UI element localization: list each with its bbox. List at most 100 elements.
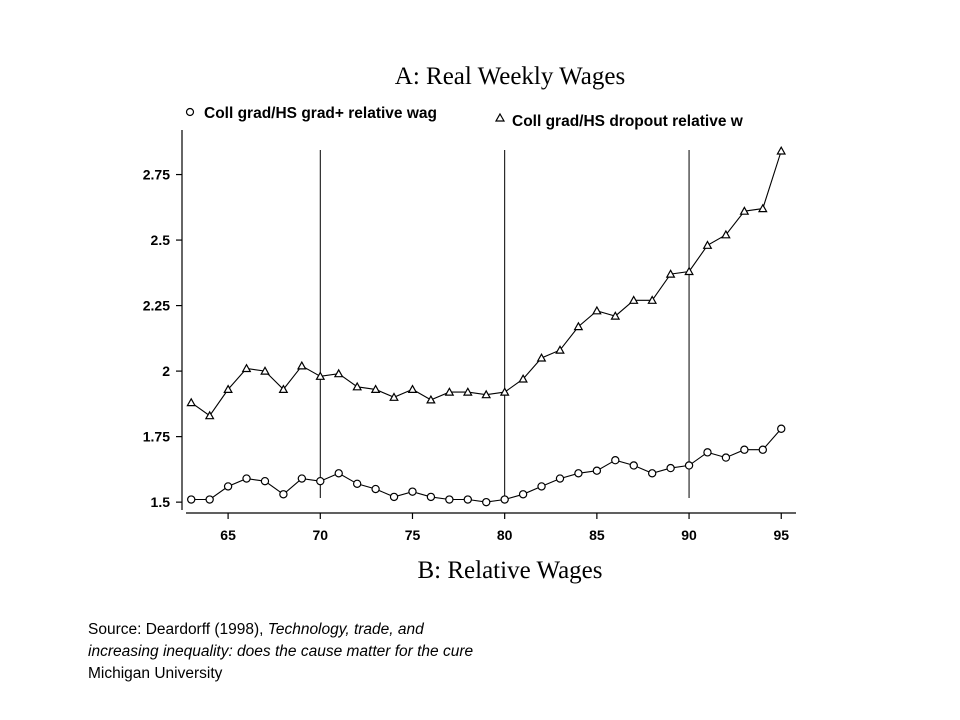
x-axis-ticks: 65 70 75 80 85 90 95 <box>220 513 789 543</box>
series-2-point <box>462 387 473 396</box>
series-2-point <box>555 345 565 354</box>
series-2-point <box>223 384 233 393</box>
source-note: Source: Deardorff (1998), Technology, tr… <box>88 619 708 685</box>
series-1-point <box>445 495 454 504</box>
series-2-point <box>499 387 510 396</box>
series-1-point <box>721 453 731 462</box>
legend-label-series-1: Coll grad/HS grad+ relative wag <box>204 105 437 122</box>
series-2-point <box>721 229 731 239</box>
series-2-point <box>739 206 750 215</box>
series-1-point <box>500 495 509 504</box>
series-1-point <box>666 463 675 473</box>
series-1-point <box>187 495 196 504</box>
series-1-point <box>555 474 565 483</box>
x-tick-label: 65 <box>220 527 236 543</box>
series-2-point <box>315 371 326 380</box>
x-tick-label: 70 <box>312 527 328 543</box>
series-2-point <box>389 392 399 401</box>
series-2-point <box>241 363 252 373</box>
y-tick-label: 1.75 <box>143 429 170 445</box>
legend-label-series-2: Coll grad/HS dropout relative w <box>512 113 744 130</box>
series-1-point <box>777 424 786 433</box>
series-2-point <box>536 352 547 362</box>
source-title-part-1: Technology, trade, and <box>267 621 424 638</box>
series-1-point <box>537 482 546 491</box>
series-2-point <box>426 394 436 404</box>
series-2-point <box>757 203 768 213</box>
series-1-point <box>371 484 380 494</box>
series-1-point <box>684 461 694 470</box>
series-2-point <box>573 321 584 331</box>
series-1-point <box>740 445 749 454</box>
series-1-point <box>611 456 620 465</box>
series-1-point <box>334 469 343 478</box>
y-axis-ticks: 1.5 1.75 2 2.25 2.5 2.75 <box>143 167 182 510</box>
series-2-point <box>647 295 658 304</box>
series-1-point <box>426 492 436 502</box>
series-line-2 <box>190 150 782 417</box>
x-tick-label: 75 <box>405 527 421 543</box>
series-1-point <box>223 482 233 491</box>
source-prefix: Source: Deardorff (1998), <box>88 621 268 638</box>
y-tick-label: 2.25 <box>143 298 170 314</box>
series-1-point <box>279 490 288 499</box>
series-2-point <box>186 397 197 407</box>
series-2-point <box>592 305 602 315</box>
series-2-point <box>628 295 639 304</box>
series-2-point <box>481 389 492 399</box>
y-tick-label: 1.5 <box>151 494 171 510</box>
plot-frame <box>181 130 796 514</box>
series-1-point <box>518 490 528 499</box>
reference-lines <box>319 150 690 498</box>
x-tick-label: 85 <box>589 527 605 543</box>
series-1-point <box>574 469 583 478</box>
series-markers <box>186 145 787 507</box>
legend-triangle-marker <box>494 112 506 122</box>
x-tick-label: 95 <box>773 527 789 543</box>
series-1-point <box>408 487 417 496</box>
series-1-point <box>242 474 251 483</box>
series-1-point <box>463 495 472 504</box>
series-1-point <box>629 461 638 470</box>
series-2-point <box>444 387 455 396</box>
y-tick-label: 2 <box>162 363 170 379</box>
legend-circle-marker <box>185 107 195 117</box>
series-1-point <box>758 445 768 454</box>
series-2-point <box>518 373 528 383</box>
series-2-point <box>610 311 621 320</box>
series-2-point <box>665 269 676 278</box>
series-2-point <box>407 384 418 393</box>
series-1-point <box>389 492 399 502</box>
series-2-point <box>370 384 381 393</box>
series-2-point <box>204 410 215 420</box>
series-2-point <box>702 240 713 249</box>
series-2-point <box>684 266 694 276</box>
series-2-point <box>260 366 270 375</box>
series-2-point <box>776 145 787 155</box>
chart-subtitle: B: Relative Wages <box>418 557 603 584</box>
y-tick-label: 2.75 <box>143 167 170 183</box>
series-2-point <box>352 381 363 391</box>
series-1-point <box>205 495 214 504</box>
y-tick-label: 2.5 <box>151 232 171 248</box>
series-2-point <box>333 368 344 378</box>
legend: Coll grad/HS grad+ relative wag Coll gra… <box>185 105 744 130</box>
series-1-point <box>482 497 491 507</box>
series-1-point <box>352 479 362 488</box>
series-lines <box>190 150 782 503</box>
chart-title: A: Real Weekly Wages <box>395 63 625 90</box>
series-1-point <box>316 476 325 486</box>
series-1-point <box>592 466 602 475</box>
series-1-point <box>703 448 712 457</box>
source-line-1: Source: Deardorff (1998), Technology, tr… <box>88 619 708 641</box>
source-title-part-2: increasing inequality: does the cause ma… <box>88 643 474 660</box>
source-publisher: Michigan University <box>88 665 223 682</box>
x-tick-label: 90 <box>681 527 697 543</box>
x-tick-label: 80 <box>497 527 513 543</box>
series-2-point <box>278 384 289 393</box>
series-2-point <box>296 360 307 370</box>
series-1-point <box>260 476 270 486</box>
series-1-point <box>297 474 307 483</box>
source-line-2: increasing inequality: does the cause ma… <box>88 641 708 663</box>
